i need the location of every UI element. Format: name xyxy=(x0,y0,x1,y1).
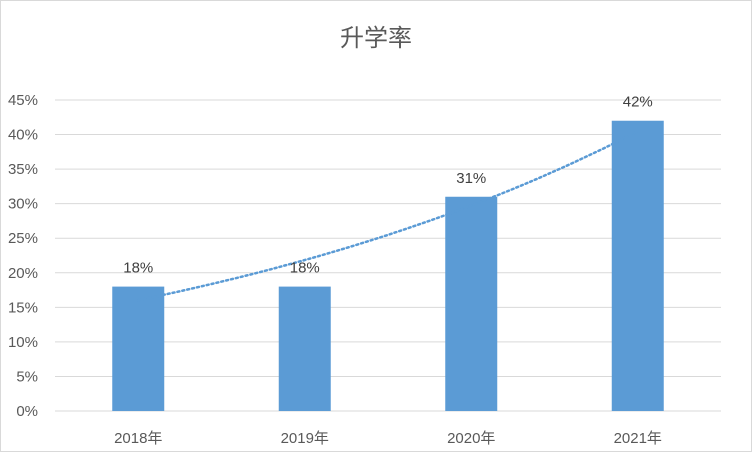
x-axis-ticks: 2018年 2019年 2020年 2021年 xyxy=(114,430,662,447)
y-tick-label: 35% xyxy=(8,161,38,178)
data-label: 18% xyxy=(123,260,153,277)
bars xyxy=(112,120,664,411)
gridlines xyxy=(55,99,721,412)
trendline xyxy=(137,129,640,302)
bar xyxy=(112,286,165,411)
y-tick-label: 10% xyxy=(8,334,38,351)
y-tick-label: 45% xyxy=(8,92,38,109)
y-tick-label: 15% xyxy=(8,299,38,316)
chart-title: 升学率 xyxy=(340,24,412,52)
y-tick-label: 0% xyxy=(16,403,38,420)
x-tick-label: 2021年 xyxy=(614,430,662,447)
bar xyxy=(611,120,664,411)
x-tick-label: 2019年 xyxy=(281,430,329,447)
data-label: 18% xyxy=(290,260,320,277)
y-tick-label: 5% xyxy=(16,368,38,385)
y-axis-ticks: 0% 5% 10% 15% 20% 25% 30% 35% 40% 45% xyxy=(8,92,38,420)
data-label: 31% xyxy=(456,170,486,187)
y-tick-label: 40% xyxy=(8,127,38,144)
x-tick-label: 2020年 xyxy=(447,430,495,447)
x-tick-label: 2018年 xyxy=(114,430,162,447)
y-tick-label: 30% xyxy=(8,196,38,213)
data-labels: 18% 18% 31% 42% xyxy=(123,94,653,277)
bar xyxy=(445,196,498,411)
trendline-group xyxy=(137,129,640,302)
y-tick-label: 25% xyxy=(8,230,38,247)
y-tick-label: 20% xyxy=(8,265,38,282)
bar xyxy=(278,286,331,411)
data-label: 42% xyxy=(623,94,653,111)
